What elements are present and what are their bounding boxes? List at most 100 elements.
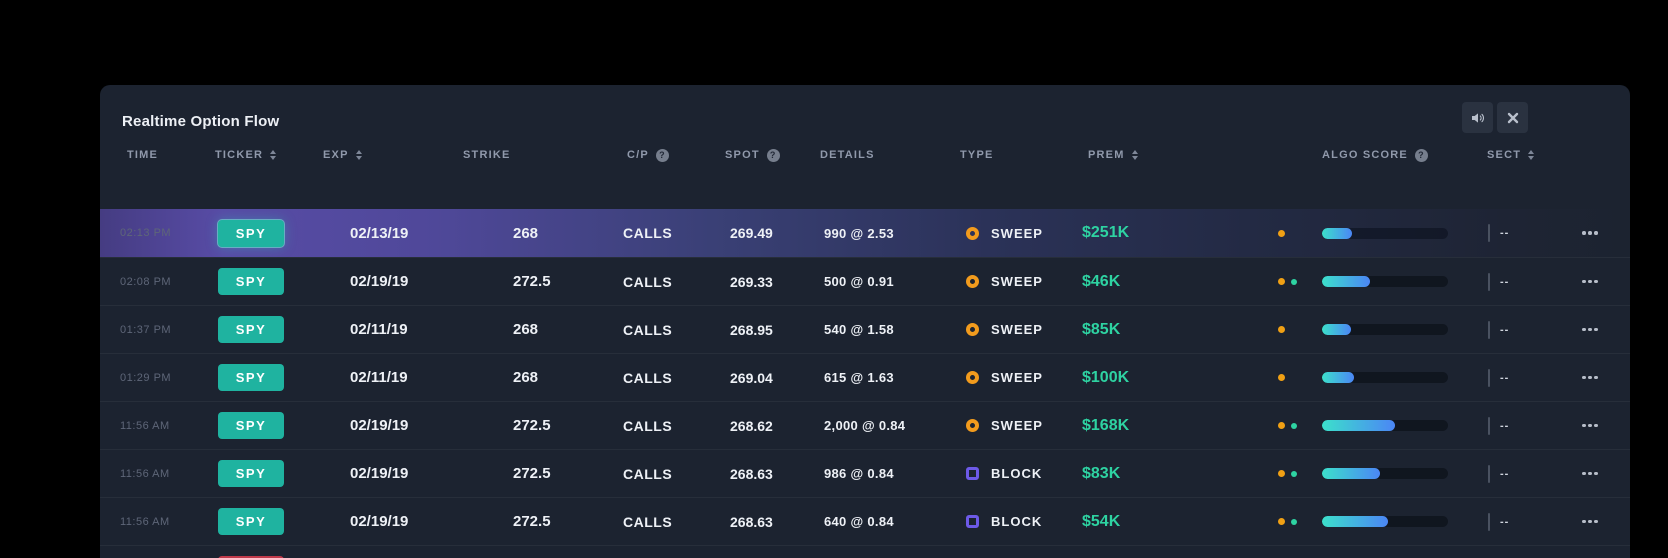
expiration-date: 02/19/19 bbox=[350, 273, 409, 290]
trade-time-cell: 02:08 PM bbox=[120, 258, 171, 305]
order-type: SWEEP bbox=[991, 418, 1043, 433]
score-dots bbox=[1278, 450, 1297, 497]
spot-cell: 268.63 bbox=[730, 498, 773, 545]
column-header-sect[interactable]: SECT bbox=[1487, 140, 1535, 170]
premium-value: $46K bbox=[1082, 272, 1121, 290]
option-flow-row[interactable]: 11:56 AM SPY 02/19/19 272.5 CALLS 268.63… bbox=[100, 449, 1630, 497]
algo-score-bar bbox=[1322, 420, 1448, 431]
strike-price: 272.5 bbox=[513, 465, 551, 482]
column-label: TYPE bbox=[960, 149, 994, 161]
row-menu-button[interactable] bbox=[1582, 258, 1598, 305]
option-flow-row[interactable]: 01:37 PM SPY 02/11/19 268 CALLS 268.95 5… bbox=[100, 305, 1630, 353]
sort-icon[interactable] bbox=[355, 150, 362, 160]
strike-cell: 268 bbox=[513, 354, 538, 401]
row-menu-button[interactable] bbox=[1582, 306, 1598, 353]
ellipsis-icon bbox=[1582, 231, 1586, 235]
option-flow-row[interactable]: 11:56 AM SPY 02/19/19 272.5 CALLS 268.63… bbox=[100, 497, 1630, 545]
column-label: C/P bbox=[627, 149, 649, 161]
call-put-value: CALLS bbox=[623, 513, 673, 530]
column-divider bbox=[1488, 450, 1490, 497]
help-icon[interactable]: ? bbox=[766, 148, 780, 162]
row-menu-button[interactable] bbox=[1582, 354, 1598, 401]
teal-score-dot bbox=[1291, 278, 1297, 285]
column-divider bbox=[1488, 402, 1490, 449]
table-header-row: TIME TICKER EXP STRIKE C/P? SPOT? DETAILS TYPE P… bbox=[100, 140, 1630, 170]
option-flow-row[interactable]: 02:13 PM SPY 02/13/19 268 CALLS 269.49 9… bbox=[100, 209, 1630, 257]
column-header-prem[interactable]: PREM bbox=[1088, 140, 1138, 170]
expiration-date: 02/11/19 bbox=[350, 321, 408, 338]
call-put-value: CALLS bbox=[623, 321, 673, 338]
ticker-badge[interactable]: SPY bbox=[218, 219, 284, 247]
type-cell: BLOCK bbox=[966, 450, 1042, 497]
divider-line bbox=[1488, 320, 1490, 339]
option-flow-row[interactable]: 11:56 AM SPY 02/19/19 272.5 CALLS 268.62… bbox=[100, 401, 1630, 449]
row-menu-button[interactable] bbox=[1582, 402, 1598, 449]
sector-cell: -- bbox=[1500, 306, 1509, 353]
column-header-details: DETAILS bbox=[820, 140, 875, 170]
ellipsis-icon bbox=[1594, 231, 1598, 235]
spot-price: 269.33 bbox=[730, 273, 773, 290]
ellipsis-icon bbox=[1588, 231, 1592, 235]
algo-score-bar bbox=[1322, 276, 1448, 287]
column-label: DETAILS bbox=[820, 149, 875, 161]
ticker-badge[interactable]: SPY bbox=[218, 508, 284, 535]
close-button[interactable] bbox=[1497, 102, 1528, 133]
sound-button[interactable] bbox=[1462, 102, 1493, 133]
sector-cell: -- bbox=[1500, 258, 1509, 305]
menu-cell bbox=[1582, 498, 1598, 545]
column-header-exp[interactable]: EXP bbox=[323, 140, 362, 170]
premium-value: $85K bbox=[1082, 320, 1121, 338]
strike-cell: 272.5 bbox=[513, 258, 551, 305]
column-header-type: TYPE bbox=[960, 140, 994, 170]
strike-cell: 268 bbox=[513, 306, 538, 353]
help-icon[interactable]: ? bbox=[1414, 148, 1428, 162]
strike-price: 268 bbox=[513, 224, 539, 242]
order-type: BLOCK bbox=[991, 466, 1043, 481]
algo-score-bar bbox=[1322, 227, 1448, 239]
sort-icon[interactable] bbox=[270, 150, 277, 160]
speaker-icon bbox=[1471, 112, 1484, 123]
ticker-badge[interactable]: SPY bbox=[218, 316, 284, 343]
strike-cell: 272.5 bbox=[513, 450, 551, 497]
column-header-algo: ALGO SCORE? bbox=[1322, 140, 1428, 170]
ellipsis-icon bbox=[1594, 519, 1598, 524]
sector-value: -- bbox=[1500, 227, 1510, 239]
ticker-cell: SPY bbox=[218, 354, 284, 401]
spot-cell: 269.04 bbox=[730, 354, 773, 401]
row-menu-button[interactable] bbox=[1582, 209, 1598, 257]
ellipsis-icon bbox=[1594, 471, 1598, 476]
column-label: TICKER bbox=[215, 149, 264, 161]
algo-score-bar-fill bbox=[1322, 468, 1380, 479]
algo-score-bar-fill bbox=[1322, 324, 1351, 335]
sector-value: -- bbox=[1500, 419, 1510, 432]
ticker-badge[interactable]: SPY bbox=[218, 268, 284, 295]
ticker-badge[interactable]: SPY bbox=[218, 412, 284, 439]
strike-cell: 272.5 bbox=[513, 402, 551, 449]
spot-price: 268.63 bbox=[730, 465, 773, 482]
ticker-badge[interactable]: SPY bbox=[218, 364, 284, 391]
sector-value: -- bbox=[1500, 467, 1510, 480]
algo-score-bar bbox=[1322, 372, 1448, 383]
sort-icon[interactable] bbox=[1131, 150, 1138, 160]
ticker-badge[interactable]: SPY bbox=[218, 460, 284, 487]
type-cell: SWEEP bbox=[966, 354, 1043, 401]
expiration-date: 02/19/19 bbox=[350, 513, 409, 530]
order-details: 540 @ 1.58 bbox=[824, 322, 894, 337]
score-dots bbox=[1278, 258, 1297, 305]
row-menu-button[interactable] bbox=[1582, 450, 1598, 497]
row-menu-button[interactable] bbox=[1582, 498, 1598, 545]
option-flow-row-partial[interactable] bbox=[100, 545, 1630, 558]
sector-cell: -- bbox=[1500, 498, 1509, 545]
block-type-icon bbox=[966, 467, 979, 480]
help-icon[interactable]: ? bbox=[655, 148, 669, 162]
details-cell: 640 @ 0.84 bbox=[824, 498, 894, 545]
option-flow-row[interactable]: 02:08 PM SPY 02/19/19 272.5 CALLS 269.33… bbox=[100, 257, 1630, 305]
premium-cell: $100K bbox=[1082, 354, 1129, 401]
premium-value: $251K bbox=[1082, 224, 1130, 241]
option-flow-row[interactable]: 01:29 PM SPY 02/11/19 268 CALLS 269.04 6… bbox=[100, 353, 1630, 401]
sort-icon[interactable] bbox=[1528, 150, 1535, 160]
column-header-ticker[interactable]: TICKER bbox=[215, 140, 277, 170]
trade-time: 02:13 PM bbox=[120, 227, 172, 239]
ellipsis-icon bbox=[1588, 519, 1592, 524]
call-put-value: CALLS bbox=[623, 225, 673, 241]
